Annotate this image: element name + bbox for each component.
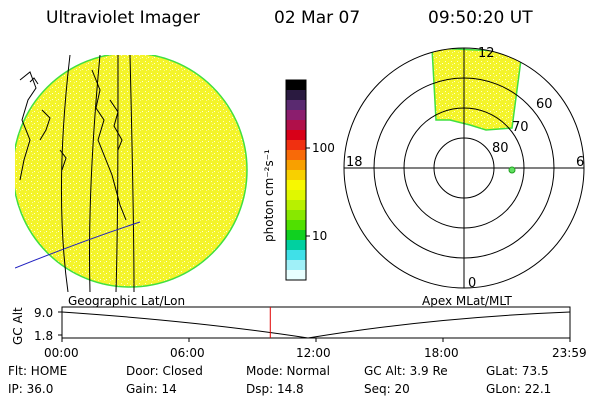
longitude-grid xyxy=(60,55,135,292)
gain-value: Gain: 14 xyxy=(126,382,177,396)
x-tick-1800: 18:00 xyxy=(424,346,459,360)
earth-disc-image xyxy=(15,55,248,288)
geographic-latitude: GLat: 73.5 xyxy=(486,364,549,378)
colorbar-swatch xyxy=(286,250,306,261)
mlat-label-60: 60 xyxy=(536,97,553,112)
colorbar-swatch xyxy=(286,170,306,181)
x-tick-0600: 06:00 xyxy=(170,346,205,360)
colorbar-swatch xyxy=(286,160,306,171)
mlat-label-80: 80 xyxy=(492,141,509,156)
colorbar-swatch xyxy=(286,100,306,111)
colorbar-swatch xyxy=(286,90,306,101)
altitude-curve xyxy=(61,311,571,339)
colorbar-swatch xyxy=(286,140,306,151)
colorbar-swatch xyxy=(286,260,306,271)
colorbar-tick-10: 10 xyxy=(312,229,328,243)
colorbar-swatch xyxy=(286,150,306,161)
gc-altitude-value: GC Alt: 3.9 Re xyxy=(364,364,448,378)
door-status: Door: Closed xyxy=(126,364,203,378)
colorbar-tick-100: 100 xyxy=(312,141,335,155)
dsp-value: Dsp: 14.8 xyxy=(246,382,304,396)
geographic-longitude: GLon: 22.1 xyxy=(486,382,552,396)
colorbar-swatch xyxy=(286,180,306,191)
colorbar-swatch xyxy=(286,190,306,201)
colorbar-swatch xyxy=(286,120,306,131)
colorbar-swatch xyxy=(286,220,306,231)
image-date: 02 Mar 07 xyxy=(274,8,361,28)
x-tick-2359: 23:59 xyxy=(552,346,587,360)
mlt-label-12: 12 xyxy=(478,46,495,61)
apex-mlat-mlt-label: Apex MLat/MLT xyxy=(422,294,512,308)
ip-value: IP: 36.0 xyxy=(8,382,54,396)
colorbar-swatch xyxy=(286,130,306,141)
colorbar-swatch xyxy=(286,80,306,91)
y-tick-9: 9.0 xyxy=(34,306,54,320)
instrument-title: Ultraviolet Imager xyxy=(46,8,200,28)
mlt-label-0: 0 xyxy=(468,276,477,291)
sequence-value: Seq: 20 xyxy=(364,382,410,396)
colorbar-swatch xyxy=(286,240,306,251)
image-time: 09:50:20 UT xyxy=(428,8,533,28)
mlt-label-6: 6 xyxy=(576,155,585,170)
geographic-latlon-label: Geographic Lat/Lon xyxy=(68,294,186,308)
x-tick-0000: 00:00 xyxy=(44,346,79,360)
y-tick-1-8: 1.8 xyxy=(34,329,54,343)
satellite-footpoint-marker xyxy=(508,166,516,174)
mlat-label-70: 70 xyxy=(512,120,529,135)
timeline-frame xyxy=(61,306,571,339)
mlt-label-18: 18 xyxy=(346,155,363,170)
x-tick-1200: 12:00 xyxy=(296,346,331,360)
coastline-map xyxy=(19,69,127,221)
colorbar-swatch xyxy=(286,200,306,211)
colorbar-swatch xyxy=(286,210,306,221)
colorbar-swatch xyxy=(286,270,306,281)
polar-image-patch xyxy=(431,48,523,131)
latitude-line xyxy=(15,221,141,269)
flight-status: Flt: HOME xyxy=(8,364,68,378)
colorbar-swatch xyxy=(286,110,306,121)
mode-status: Mode: Normal xyxy=(246,364,330,378)
colorbar-swatch xyxy=(286,230,306,241)
